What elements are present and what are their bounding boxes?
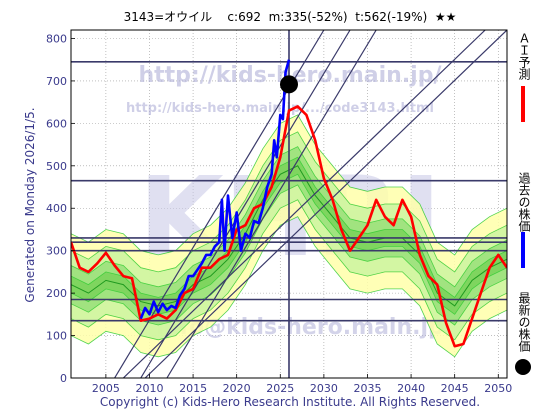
legend-past-swatch <box>521 232 525 268</box>
ai-forecast-line <box>71 105 507 348</box>
watermark-page-url: http://kids-hero.main.jp/.../code3143.ht… <box>126 101 434 116</box>
x-tick-label: 2020 <box>223 382 251 395</box>
y-tick-label: 600 <box>46 117 67 130</box>
x-tick-label: 2050 <box>484 382 512 395</box>
past-price-line <box>139 59 291 320</box>
trend-line <box>144 30 507 378</box>
legend-latest-swatch <box>515 359 531 375</box>
copyright: Copyright (c) Kids-Hero Research Institu… <box>99 395 481 409</box>
y-tick-label: 400 <box>46 202 67 215</box>
legend-latest-label: 最新の株価 <box>517 292 531 352</box>
trend-line <box>166 30 377 378</box>
x-tick-label: 2010 <box>135 382 163 395</box>
y-tick-label: 0 <box>60 372 67 385</box>
legend-ai-swatch <box>521 86 525 122</box>
x-tick-label: 2040 <box>397 382 425 395</box>
series <box>71 59 507 348</box>
x-tick-label: 2015 <box>179 382 207 395</box>
trend-line <box>140 30 351 378</box>
y-axis: 0 100 200 300 400 500 600 700 800 <box>46 32 75 385</box>
y-tick-label: 100 <box>46 330 67 343</box>
x-tick-label: 2025 <box>266 382 294 395</box>
y-tick-label: 700 <box>46 75 67 88</box>
x-tick-label: 2045 <box>441 382 469 395</box>
legend <box>515 86 531 375</box>
x-tick-label: 2030 <box>310 382 338 395</box>
plot-frame <box>70 29 508 379</box>
y-tick-label: 500 <box>46 160 67 173</box>
x-axis: 2005 2010 2015 2020 2025 2030 2035 2040 2045 2050 <box>92 374 512 395</box>
x-tick-label: 2035 <box>353 382 381 395</box>
y-tick-label: 800 <box>46 32 67 45</box>
chart-header: 3143=オウイル c:692 m:335(-52%) t:562(-19%) … <box>123 10 457 24</box>
x-tick-label: 2005 <box>92 382 120 395</box>
trend-line <box>122 30 486 378</box>
legend-past-label: 過去の株価 <box>517 172 531 232</box>
latest-price-marker <box>280 75 298 94</box>
forecast-band-2 <box>71 146 507 326</box>
legend-ai-label: ＡＩ予測 <box>517 32 531 80</box>
y-tick-label: 200 <box>46 287 67 300</box>
y-tick-label: 300 <box>46 245 67 258</box>
